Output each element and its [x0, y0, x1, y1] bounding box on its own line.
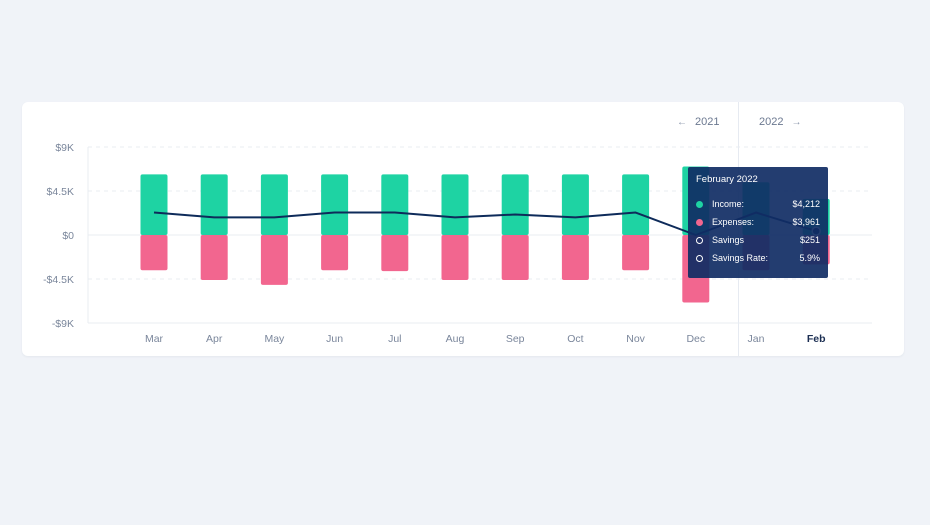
income-bar — [441, 174, 469, 235]
tooltip-row-expenses: Expenses: $3,961 — [696, 213, 820, 231]
expenses-bar — [441, 235, 469, 280]
y-tick-label: $9K — [55, 142, 74, 154]
x-tick-label: Oct — [567, 333, 583, 345]
expenses-bar — [321, 235, 349, 271]
tooltip-value: $251 — [799, 235, 820, 245]
expenses-bar — [200, 235, 228, 280]
income-bar — [140, 174, 168, 235]
x-tick-label: May — [264, 333, 285, 345]
x-tick-label: Jun — [326, 333, 343, 345]
expenses-bar — [381, 235, 409, 272]
x-tick-label: Jul — [388, 333, 401, 345]
x-tick-label: Nov — [626, 333, 645, 345]
tooltip-value: $3,961 — [792, 217, 820, 227]
y-tick-label: -$4.5K — [43, 274, 74, 286]
x-tick-label: Sep — [506, 333, 525, 345]
x-tick-label: Mar — [145, 333, 164, 345]
income-bar — [622, 174, 650, 235]
expenses-bar — [501, 235, 529, 280]
expenses-dot-icon — [696, 218, 703, 226]
x-tick-label: Jan — [748, 333, 765, 345]
arrow-left-icon: ← — [677, 116, 687, 128]
y-tick-label: $4.5K — [47, 186, 74, 198]
y-tick-label: $0 — [62, 230, 74, 242]
x-tick-label: Dec — [686, 333, 705, 345]
tooltip-row-savings: Savings $251 — [696, 231, 820, 249]
y-tick-label: -$9K — [52, 318, 74, 330]
income-expenses-card: ← 2021 2022 → $9K $4.5K $0 -$4.5K -$9K Mar Apr… — [22, 102, 904, 356]
tooltip-label: Savings Rate: — [712, 253, 769, 263]
next-year-label: 2022 — [759, 116, 784, 128]
tooltip-label: Income: — [712, 199, 745, 209]
expenses-bar — [260, 235, 288, 285]
previous-year-button[interactable]: ← 2021 — [677, 116, 719, 128]
tooltip-title: February 2022 — [696, 174, 758, 185]
chart-tooltip: February 2022 Income: $4,212 Expenses: $… — [688, 167, 828, 278]
x-tick-label: Feb — [807, 333, 826, 345]
tooltip-row-income: Income: $4,212 — [696, 195, 820, 213]
tooltip-label: Expenses: — [712, 217, 755, 227]
tooltip-label: Savings — [712, 235, 745, 245]
savings-ring-icon — [696, 236, 703, 244]
income-bar — [200, 174, 228, 235]
income-bar — [260, 174, 288, 235]
previous-year-label: 2021 — [695, 116, 720, 128]
savings-rate-ring-icon — [696, 254, 703, 262]
expenses-bar — [622, 235, 650, 271]
next-year-button[interactable]: 2022 → — [759, 116, 801, 128]
income-bar — [381, 174, 409, 235]
expenses-bar — [561, 235, 589, 280]
income-bar — [501, 174, 529, 235]
income-dot-icon — [696, 200, 703, 208]
arrow-right-icon: → — [791, 116, 802, 128]
income-bar — [561, 174, 589, 235]
income-bar — [321, 174, 349, 235]
x-tick-label: Aug — [446, 333, 465, 345]
tooltip-row-savings-rate: Savings Rate: 5.9% — [696, 249, 820, 267]
expenses-bar — [140, 235, 168, 271]
tooltip-value: 5.9% — [799, 253, 820, 263]
x-tick-label: Apr — [206, 333, 223, 345]
tooltip-value: $4,212 — [792, 199, 820, 209]
